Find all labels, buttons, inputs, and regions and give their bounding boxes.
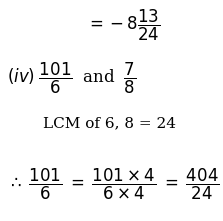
Text: $\therefore\;\dfrac{101}{6}\;=\;\dfrac{101\times 4}{6\times 4}\;=\;\dfrac{404}{2: $\therefore\;\dfrac{101}{6}\;=\;\dfrac{1…	[7, 167, 219, 202]
Text: $(iv)\;\dfrac{101}{6}\;$ and $\;\dfrac{7}{8}$: $(iv)\;\dfrac{101}{6}\;$ and $\;\dfrac{7…	[7, 61, 136, 96]
Text: LCM of 6, 8 = 24: LCM of 6, 8 = 24	[43, 116, 176, 130]
Text: $= -8\dfrac{13}{24}$: $= -8\dfrac{13}{24}$	[86, 8, 160, 43]
